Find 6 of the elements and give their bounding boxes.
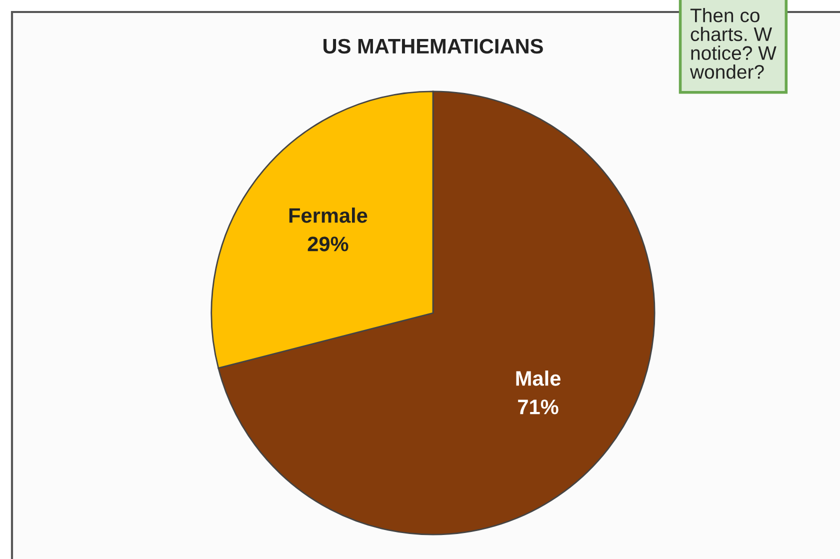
- slice-label: Male: [516, 370, 560, 386]
- data-label: 71%: [518, 400, 558, 414]
- chart-title: US MATHEMATICIANS: [324, 38, 543, 54]
- data-label: 29%: [308, 236, 348, 252]
- slice-label: Fermale: [289, 208, 368, 223]
- text: Then co charts. W notice? W wonder?: [690, 8, 776, 79]
